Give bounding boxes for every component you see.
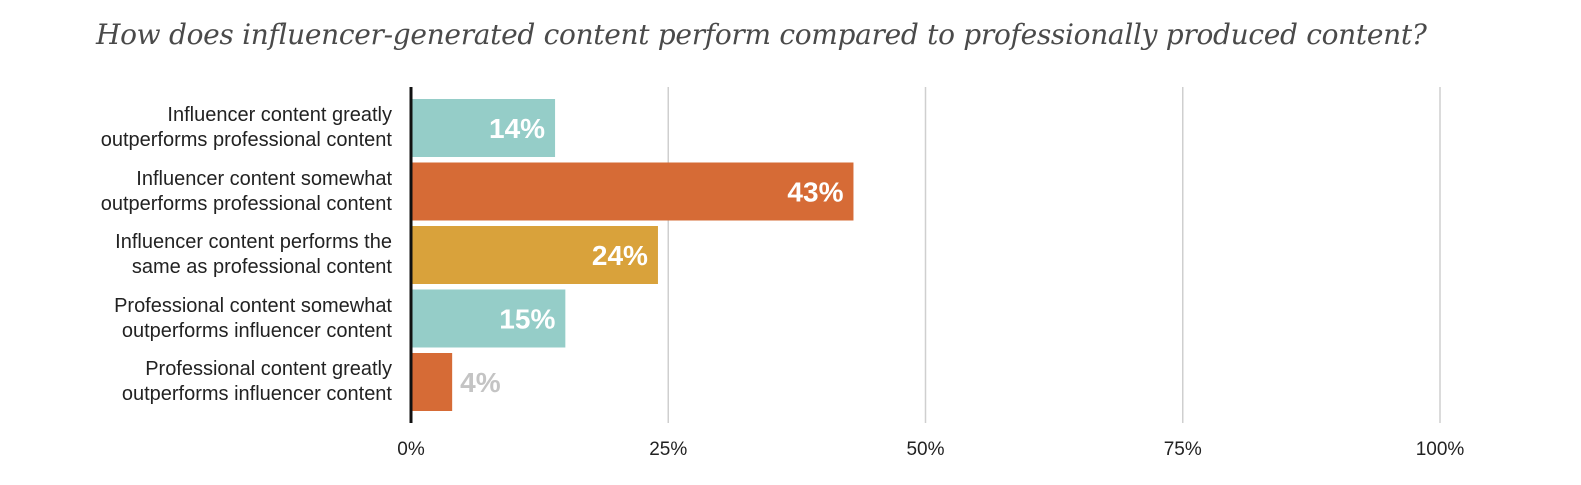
- x-tick-label: 100%: [1416, 439, 1465, 460]
- category-label: Influencer content performs the same as p…: [32, 230, 392, 280]
- x-tick-label: 75%: [1164, 439, 1202, 460]
- data-label: 14%: [489, 113, 545, 144]
- category-label-line: same as professional content: [131, 256, 392, 278]
- bar: [411, 226, 658, 284]
- x-tick-label: 50%: [906, 439, 944, 460]
- bar: [411, 353, 453, 411]
- chart-title: How does influencer-generated content pe…: [96, 18, 1427, 51]
- category-label: Professional content greatly outperforms …: [32, 357, 392, 407]
- category-label-line: outperforms influencer content: [121, 383, 392, 405]
- bar: [411, 162, 854, 221]
- x-tick-label: 0%: [397, 439, 425, 460]
- data-label: 43%: [787, 177, 843, 208]
- category-label-line: outperforms professional content: [100, 129, 392, 151]
- category-label-line: outperforms influencer content: [121, 319, 392, 342]
- x-tick-label: 25%: [649, 439, 687, 460]
- bar: [411, 289, 566, 348]
- category-label-line: Professional content somewhat: [114, 294, 392, 317]
- category-label-line: Influencer content performs the: [115, 231, 392, 253]
- category-label-line: Influencer content greatly: [167, 104, 392, 126]
- data-label: 24%: [592, 240, 648, 271]
- category-label: Influencer content somewhat outperforms p…: [32, 167, 392, 217]
- category-label: Influencer content greatly outperforms pr…: [32, 103, 392, 153]
- data-label: 4%: [460, 367, 501, 398]
- data-label: 15%: [499, 304, 555, 335]
- bar: [411, 99, 556, 157]
- category-label: Professional content somewhat outperforms…: [32, 294, 392, 344]
- category-label-line: Influencer content somewhat: [136, 167, 392, 190]
- category-label-line: Professional content greatly: [145, 358, 392, 380]
- category-label-line: outperforms professional content: [100, 192, 392, 215]
